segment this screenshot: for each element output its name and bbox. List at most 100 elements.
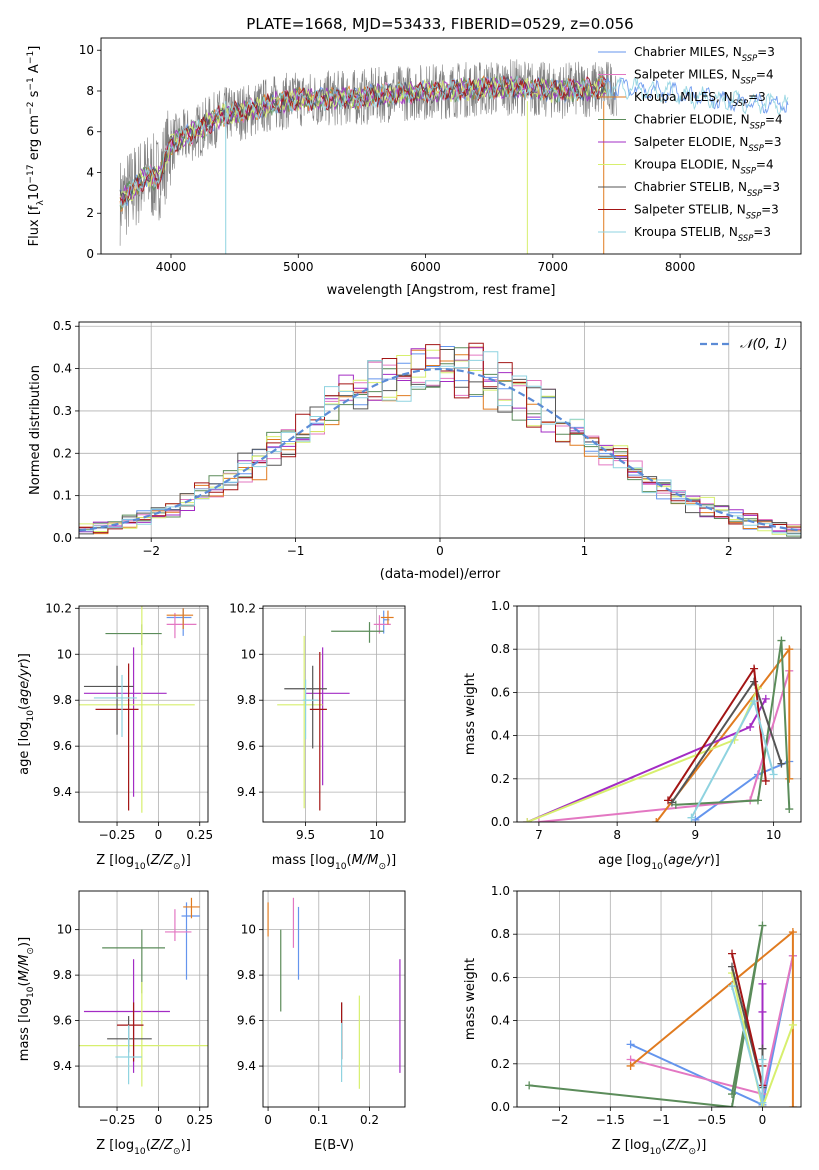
y-tick-label: 0 [86,247,94,261]
axes-frame [100,37,802,255]
weight-marker [758,1055,767,1064]
y-tick-label: 0.2 [491,772,510,786]
weight-marker [753,796,762,805]
y-tick-label: 0.2 [491,1057,510,1071]
y-tick-label: 0.3 [53,404,72,418]
x-tick-label: −1.5 [596,1113,625,1127]
x-axis-label: Z [log10(Z/Z⊙)] [612,1138,707,1157]
weight-marker [523,818,532,822]
y-tick-label: 0.5 [53,319,72,333]
weight-marker [750,697,759,706]
y-axis-label: mass [log10(M/M⊙)] [17,937,36,1061]
legend-label: Chabrier MILES, NSSP=3 [634,45,775,63]
x-axis-label: wavelength [Angstrom, rest frame] [327,283,556,298]
x-tick-label: −2 [551,1113,569,1127]
weight-marker [758,979,767,988]
x-tick-label: −0.25 [99,1113,136,1127]
axes-frame [262,605,406,823]
axes-mass_vs_ebv: 0 0.1 0.2 9.4 9.6 9.8 10 E(B-V) [237,890,406,1153]
x-axis-label: Z [log10(Z/Z⊙)] [96,853,191,872]
y-tick-label: 0.4 [491,1014,510,1028]
y-tick-label: 9.8 [237,693,256,707]
x-tick-label: 0.25 [186,1113,213,1127]
y-axis-label: Normed distribution [28,365,43,495]
y-tick-label: 10.2 [45,601,72,615]
weight-marker [728,982,737,991]
x-tick-label: 0 [264,1113,272,1127]
legend-label: 𝒩(0, 1) [740,337,787,352]
axes-frame [78,605,209,823]
legend-label: Salpeter MILES, NSSP=4 [634,68,774,86]
weight-marker [788,1020,797,1029]
weight-marker [525,1081,534,1090]
x-tick-label: 4000 [156,260,187,274]
y-tick-label: 9.4 [53,1059,72,1073]
weight-marker [788,1103,797,1107]
y-tick-label: 10 [241,647,256,661]
weight-line-5 [731,972,794,1107]
y-tick-label: 2 [86,206,94,220]
y-tick-label: 10 [241,923,256,937]
legend-label: Kroupa STELIB, NSSP=3 [634,225,771,243]
y-tick-label: 9.4 [237,785,256,799]
weight-marker [750,664,759,673]
legend-label: Kroupa MILES, NSSP=3 [634,90,766,108]
figure-title: PLATE=1668, MJD=53433, FIBERID=0529, z=0… [246,15,633,33]
y-tick-label: 8 [86,84,94,98]
x-axis-label: Z [log10(Z/Z⊙)] [96,1138,191,1157]
plot-area [525,921,797,1107]
x-tick-label: 7 [535,828,543,842]
axes-frame [78,890,209,1108]
plot-area [523,636,794,822]
x-tick-label: 9 [692,828,700,842]
weight-marker [777,636,786,645]
x-tick-label: 0 [155,828,163,842]
axes-weight_vs_Z: −2 −1.5 −1 −0.5 0 0.0 0.2 0.4 0.6 0.8 1.0 Z [log10(… [463,884,802,1157]
weight-marker [534,818,543,822]
x-tick-label: 0 [436,544,444,558]
y-tick-label: 9.6 [237,1014,256,1028]
y-tick-label: 6 [86,125,94,139]
x-tick-label: 5000 [283,260,314,274]
plot-area [267,897,401,1089]
y-tick-label: 0.0 [53,531,72,545]
x-tick-label: 2 [725,544,733,558]
model-spectrum-8 [119,75,789,209]
y-tick-label: 0.2 [53,446,72,460]
weight-marker [663,796,672,805]
y-axis-label: age [log10(age/yr)] [17,653,36,775]
x-tick-label: 1 [581,544,589,558]
y-tick-label: 0.1 [53,489,72,503]
weight-marker [626,1061,635,1070]
weight-marker [758,1044,767,1053]
y-tick-label: 1.0 [491,884,510,898]
y-tick-label: 9.6 [53,1014,72,1028]
x-tick-label: 0.1 [309,1113,328,1127]
weight-marker [758,1098,767,1107]
y-axis-label: Flux [fλ10−17 erg cm−2 s−1 A−1] [26,46,46,247]
y-tick-label: 9.6 [237,739,256,753]
y-tick-label: 9.4 [53,785,72,799]
weight-marker [750,677,759,686]
weight-marker [785,805,794,814]
grid [79,891,208,1107]
weight-marker [785,645,794,654]
x-tick-label: −1 [652,1113,670,1127]
weight-marker [777,759,786,768]
x-tick-label: 8 [613,828,621,842]
y-tick-label: 9.6 [53,739,72,753]
y-tick-label: 1.0 [491,599,510,613]
axes-spectrum: 4000 5000 6000 7000 8000 0 2 4 6 8 10 wavelength [A… [26,37,802,298]
legend-label: Salpeter ELODIE, NSSP=3 [634,135,782,153]
weight-line-3 [529,925,764,1107]
weight-marker [746,722,755,731]
x-tick-label: 6000 [410,260,441,274]
grid [263,891,405,1107]
x-tick-label: −0.25 [99,828,136,842]
model-spectrum-6 [119,74,607,205]
weight-line-0 [694,760,790,821]
plot-area [79,897,208,1087]
y-axis-label: mass weight [463,958,478,1040]
x-tick-label: 7000 [538,260,569,274]
